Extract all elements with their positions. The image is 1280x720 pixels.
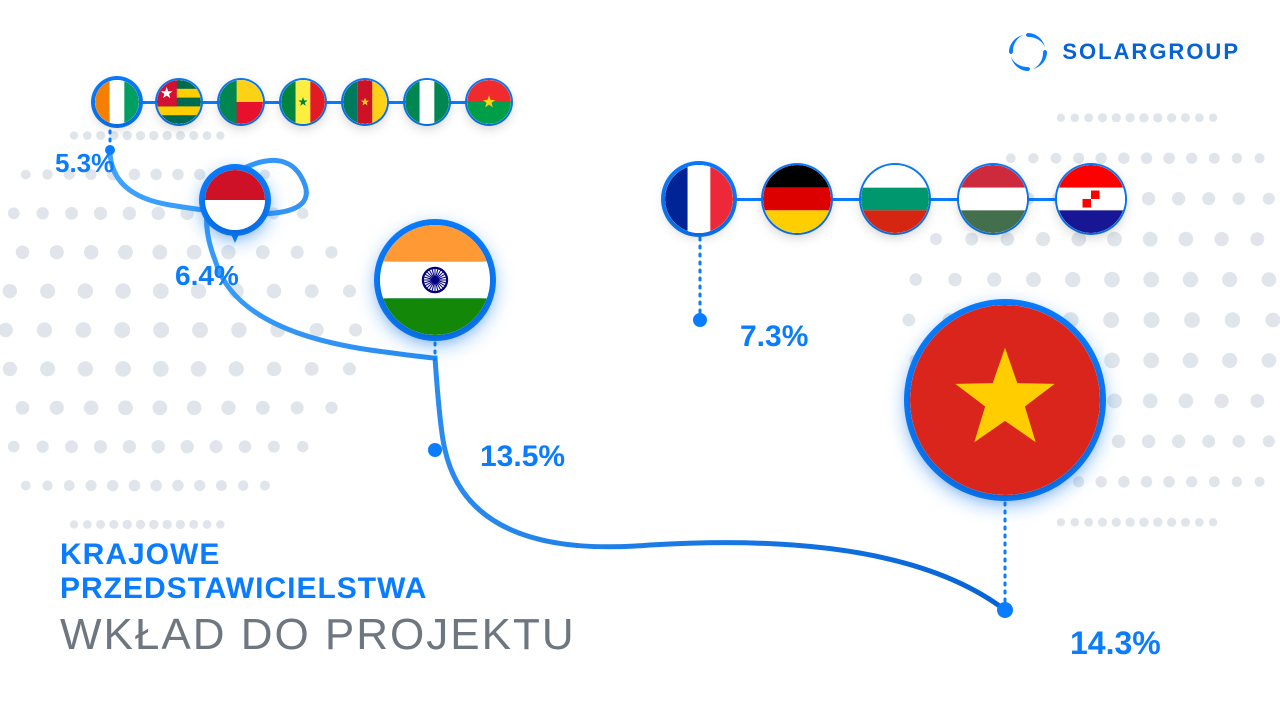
flag-hungary — [959, 165, 1027, 233]
flag-germany — [763, 165, 831, 233]
pct-vietnam: 14.3% — [1070, 625, 1161, 662]
pct-indonesia: 6.4% — [175, 260, 239, 292]
title-block: KRAJOWE PRZEDSTAWICIELSTWA WKŁAD DO PROJ… — [60, 538, 576, 660]
pct-europe: 7.3% — [740, 320, 808, 354]
flag-croatia — [1057, 165, 1125, 233]
flag-bulgaria — [861, 165, 929, 233]
flag-burkina-faso — [467, 80, 511, 124]
pct-india: 13.5% — [480, 440, 565, 474]
title-line1: KRAJOWE — [60, 538, 576, 572]
brand-name: SOLARGROUP — [1062, 39, 1240, 65]
pct-africa: 5.3% — [55, 148, 114, 179]
africa-flag-row — [95, 80, 511, 124]
solargroup-icon — [1006, 30, 1050, 74]
flag-senegal — [281, 80, 325, 124]
bg-globe-right — [880, 60, 1280, 580]
flag-ivory-coast — [95, 80, 139, 124]
europe-flag-row — [665, 165, 1125, 233]
flag-cameroon — [343, 80, 387, 124]
flag-benin — [219, 80, 263, 124]
flag-togo — [157, 80, 201, 124]
flag-vietnam — [910, 305, 1100, 495]
flag-nigeria — [405, 80, 449, 124]
flag-india — [380, 225, 490, 335]
flag-france — [665, 165, 733, 233]
title-line2: PRZEDSTAWICIELSTWA — [60, 572, 576, 606]
brand-logo: SOLARGROUP — [1006, 30, 1240, 74]
flag-indonesia — [205, 170, 265, 230]
subtitle: WKŁAD DO PROJEKTU — [60, 610, 576, 660]
